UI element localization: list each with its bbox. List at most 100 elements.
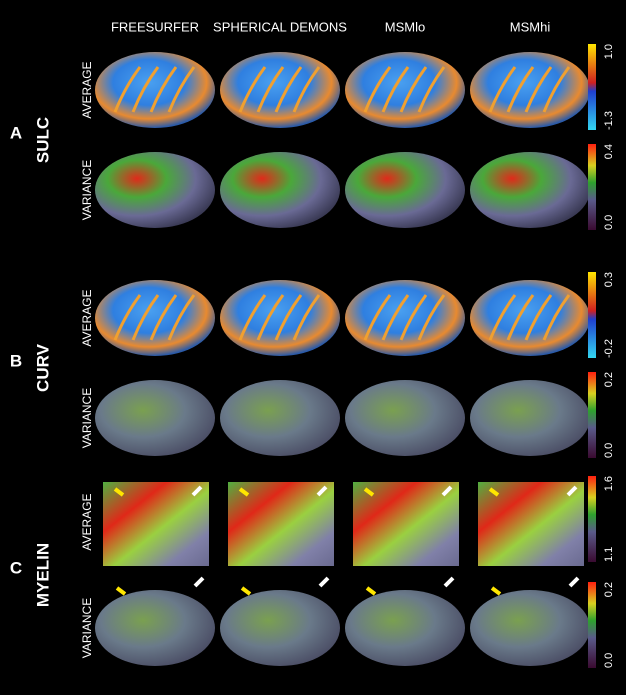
scale-max: 0.3 <box>603 272 615 287</box>
brain-surface <box>470 280 590 356</box>
sulcus <box>542 66 571 113</box>
scale-max: 1.0 <box>603 44 615 59</box>
scale-max: 0.4 <box>603 144 615 159</box>
arrow <box>240 586 252 596</box>
arrow <box>115 586 127 596</box>
row-label: AVERAGE <box>80 289 94 346</box>
sulcus <box>524 66 553 113</box>
scale-min: 0.0 <box>603 443 615 458</box>
sulcus <box>274 294 303 341</box>
sulcus <box>506 66 535 113</box>
brain-surface <box>220 152 340 228</box>
brain-surface <box>470 590 590 666</box>
sulcus <box>381 66 410 113</box>
row-label: VARIANCE <box>80 388 94 448</box>
sulcus <box>292 66 321 113</box>
sulcus <box>417 294 446 341</box>
brain-surface <box>95 590 215 666</box>
sulcus <box>238 66 267 113</box>
brain-surface <box>95 380 215 456</box>
sulcus <box>113 66 142 113</box>
sulcus <box>113 294 142 341</box>
brain-surface <box>345 152 465 228</box>
scale-max: 0.2 <box>603 372 615 387</box>
brain-zoom <box>228 482 334 566</box>
brain-surface <box>470 380 590 456</box>
sulcus <box>238 294 267 341</box>
arrow <box>238 487 250 497</box>
scale-max: 1.6 <box>603 476 615 491</box>
brain-surface <box>220 590 340 666</box>
sulcus <box>381 294 410 341</box>
colorbar <box>588 144 596 230</box>
colorbar <box>588 44 596 130</box>
scale-min: -0.2 <box>603 339 615 358</box>
brain-zoom <box>103 482 209 566</box>
brain-surface <box>345 280 465 356</box>
scale-min: 0.0 <box>603 653 615 668</box>
arrow <box>363 487 375 497</box>
scale-max: 0.2 <box>603 582 615 597</box>
sulcus <box>292 294 321 341</box>
sulcus <box>488 66 517 113</box>
colorbar <box>588 476 596 562</box>
arrow <box>316 485 328 497</box>
section-letter: B <box>10 351 22 370</box>
brain-surface <box>470 152 590 228</box>
brain-zoom <box>478 482 584 566</box>
sulcus <box>131 294 160 341</box>
scale-min: -1.3 <box>603 111 615 130</box>
brain-zoom <box>353 482 459 566</box>
arrow <box>488 487 500 497</box>
scale-min: 0.0 <box>603 215 615 230</box>
colorbar <box>588 272 596 358</box>
arrow <box>441 485 453 497</box>
brain-surface <box>220 380 340 456</box>
section-letter: A <box>10 123 22 142</box>
sulcus <box>417 66 446 113</box>
arrow <box>490 586 502 596</box>
section-measure: SULC <box>33 117 52 163</box>
sulcus <box>131 66 160 113</box>
brain-surface <box>220 280 340 356</box>
sulcus <box>167 294 196 341</box>
row-label: VARIANCE <box>80 160 94 220</box>
column-header: FREESURFER <box>111 19 199 34</box>
brain-surface <box>220 52 340 128</box>
sulcus <box>399 66 428 113</box>
section-letter: C <box>10 558 22 577</box>
sulcus <box>488 294 517 341</box>
sulcus <box>399 294 428 341</box>
sulcus <box>363 294 392 341</box>
colorbar <box>588 372 596 458</box>
section-measure: CURV <box>33 343 52 392</box>
arrow <box>193 576 205 588</box>
brain-surface <box>345 590 465 666</box>
arrow <box>318 576 330 588</box>
arrow <box>365 586 377 596</box>
column-header: SPHERICAL DEMONS <box>213 19 347 34</box>
sulcus <box>167 66 196 113</box>
brain-surface <box>95 152 215 228</box>
section-measure: MYELIN <box>33 543 52 607</box>
sulcus <box>524 294 553 341</box>
scale-min: 1.1 <box>603 547 615 562</box>
column-header: MSMhi <box>510 19 551 34</box>
sulcus <box>256 294 285 341</box>
sulcus <box>506 294 535 341</box>
sulcus <box>542 294 571 341</box>
row-label: AVERAGE <box>80 493 94 550</box>
row-label: AVERAGE <box>80 61 94 118</box>
sulcus <box>149 294 178 341</box>
brain-surface <box>470 52 590 128</box>
brain-surface <box>95 52 215 128</box>
arrow <box>568 576 580 588</box>
arrow <box>566 485 578 497</box>
sulcus <box>256 66 285 113</box>
arrow <box>113 487 125 497</box>
sulcus <box>363 66 392 113</box>
column-header: MSMlo <box>385 19 425 34</box>
brain-surface <box>345 52 465 128</box>
brain-surface <box>345 380 465 456</box>
